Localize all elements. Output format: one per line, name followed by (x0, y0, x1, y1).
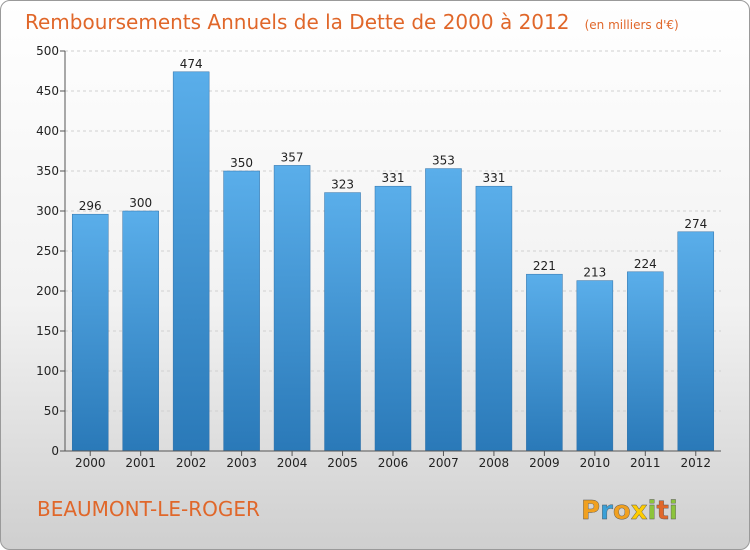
x-tick-label-2000: 2000 (75, 456, 106, 470)
x-tick-label-2003: 2003 (226, 456, 257, 470)
x-tick-label-2005: 2005 (327, 456, 358, 470)
y-axis: 0 50 100 150 200 250 300 350 400 450 500 (36, 44, 66, 458)
x-tick-label-2012: 2012 (680, 456, 711, 470)
x-tick-label-2010: 2010 (580, 456, 611, 470)
x-tick-label-2002: 2002 (176, 456, 207, 470)
bar-2004 (273, 165, 311, 452)
bar-2008 (475, 185, 513, 452)
bars: 296 300 474 350 357 323 331 353 331 221 213 224 274 (71, 57, 715, 452)
bar-2000 (71, 213, 109, 452)
logo-wordmark: Proxiti (581, 496, 678, 526)
chart-title-unit: (en milliers d'€) (585, 18, 679, 32)
value-label-2010: 213 (583, 266, 606, 280)
x-axis: 2000 2001 2002 2003 2004 2005 2006 2007 2008 2009… (65, 450, 721, 470)
value-label-2004: 357 (281, 150, 304, 164)
y-tick-label-150: 150 (36, 324, 59, 338)
chart-title-main: Remboursements Annuels de la Dette de 20… (25, 10, 569, 34)
proxiti-logo: Proxiti (581, 496, 678, 526)
value-label-2011: 224 (634, 257, 657, 271)
bar-2006 (374, 185, 412, 452)
x-tick-label-2009: 2009 (529, 456, 560, 470)
x-tick-label-2007: 2007 (428, 456, 459, 470)
value-label-2012: 274 (684, 217, 707, 231)
y-tick-label-500: 500 (36, 44, 59, 58)
value-label-2006: 331 (382, 171, 405, 185)
y-tick-label-300: 300 (36, 204, 59, 218)
bar-2003 (223, 170, 260, 452)
bar-2012 (677, 231, 715, 452)
bar-2010 (576, 280, 614, 452)
value-label-2009: 221 (533, 259, 556, 273)
location-label: BEAUMONT-LE-ROGER (37, 497, 260, 521)
x-tick-label-2006: 2006 (378, 456, 409, 470)
bar-2002 (172, 71, 210, 452)
x-tick-label-2008: 2008 (479, 456, 510, 470)
bar-2009 (526, 273, 563, 452)
x-tick-label-2011: 2011 (630, 456, 661, 470)
y-tick-label-0: 0 (51, 444, 59, 458)
y-tick-label-400: 400 (36, 124, 59, 138)
chart-title: Remboursements Annuels de la Dette de 20… (25, 10, 679, 34)
x-tick-label-2001: 2001 (125, 456, 156, 470)
x-tick-label-2004: 2004 (277, 456, 308, 470)
bar-2005 (324, 192, 361, 452)
y-tick-label-50: 50 (44, 404, 59, 418)
y-tick-label-450: 450 (36, 84, 59, 98)
bar-2007 (425, 168, 462, 452)
bar-2001 (122, 210, 159, 452)
y-tick-label-100: 100 (36, 364, 59, 378)
y-tick-label-250: 250 (36, 244, 59, 258)
y-tick-label-350: 350 (36, 164, 59, 178)
value-label-2005: 323 (331, 178, 354, 192)
value-label-2000: 296 (79, 199, 102, 213)
y-tick-label-200: 200 (36, 284, 59, 298)
bar-2011 (627, 271, 664, 452)
value-label-2007: 353 (432, 154, 455, 168)
value-label-2002: 474 (180, 57, 203, 71)
value-label-2003: 350 (230, 156, 253, 170)
value-label-2001: 300 (129, 196, 152, 210)
value-label-2008: 331 (482, 171, 505, 185)
